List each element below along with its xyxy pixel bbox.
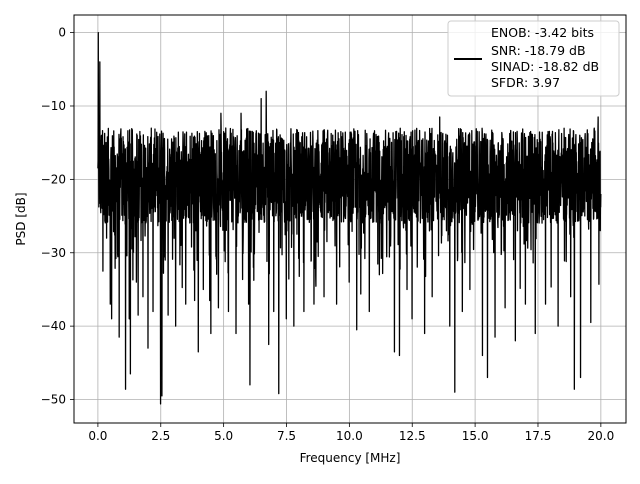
legend: ENOB: -3.42 bits SNR: -18.79 dB SINAD: -… [447,20,620,97]
x-tick-label: 20.0 [587,429,614,443]
x-tick-label: 2.5 [151,429,170,443]
x-tick-label: 7.5 [277,429,296,443]
y-tick-label: 0 [58,26,66,40]
legend-entry-sinad: SINAD: -18.82 dB [491,59,599,74]
y-tick-label: −10 [41,99,66,113]
y-tick-label: −40 [41,319,66,333]
y-tick-label: −50 [41,393,66,407]
y-axis-ticks: 0 −10 −20 −30 −40 −50 [41,26,74,407]
plot-area-frame [73,14,627,424]
x-axis-label: Frequency [MHz] [300,451,401,465]
legend-entry-sfdr: SFDR: 3.97 [491,75,560,90]
x-tick-label: 10.0 [336,429,363,443]
x-tick-label: 0.0 [88,429,107,443]
psd-trace [97,31,602,405]
y-tick-label: −30 [41,246,66,260]
x-tick-label: 15.0 [462,429,489,443]
x-tick-label: 12.5 [399,429,426,443]
legend-entry-enob: ENOB: -3.42 bits [491,25,594,40]
y-axis-label: PSD [dB] [14,192,28,245]
legend-entry-snr: SNR: -18.79 dB [491,43,586,58]
psd-series-line [97,31,602,405]
y-tick-label: −20 [41,172,66,186]
x-tick-label: 17.5 [525,429,552,443]
x-axis-ticks: 0.0 2.5 5.0 7.5 10.0 12.5 15.0 17.5 20.0 [88,423,614,443]
x-tick-label: 5.0 [214,429,233,443]
legend-box [447,20,620,97]
